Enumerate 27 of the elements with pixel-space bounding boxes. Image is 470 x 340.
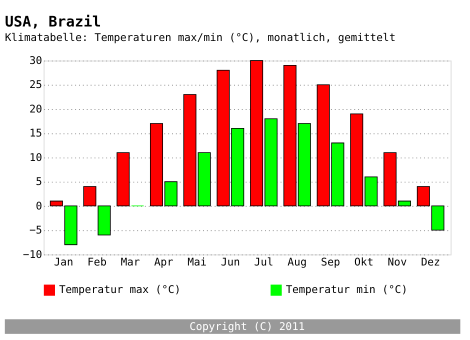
y-tick-label: 0 [36, 199, 42, 212]
x-tick-label: Aug [288, 256, 307, 269]
x-tick-label: Mai [187, 256, 207, 269]
x-tick-label: Jan [54, 256, 74, 269]
chart-title: USA, Brazil [4, 14, 101, 31]
legend-label: Temperatur max (°C) [59, 283, 181, 296]
x-tick-label: Jul [254, 256, 274, 269]
y-tick-label: 10 [29, 150, 42, 164]
y-tick-label: 20 [29, 102, 42, 116]
x-tick-label: Nov [388, 256, 407, 269]
x-tick-label: Mar [120, 256, 140, 269]
x-tick-label: Dez [420, 256, 440, 269]
y-tick-label: 25 [29, 78, 42, 92]
x-tick-label: Feb [87, 256, 107, 269]
x-tick-label: Sep [320, 256, 340, 269]
y-tick-label: −10 [22, 248, 42, 261]
text: Copyright (C) 2011 [189, 320, 305, 333]
x-tick-label: Jun [220, 256, 240, 269]
x-tick-label: Okt [354, 256, 374, 269]
x-tick-label: Apr [154, 256, 174, 269]
legend-label: Temperatur min (°C) [286, 283, 408, 296]
chart-subtitle: Klimatabelle: Temperaturen max/min (°C), monatlich, gemittelt [4, 31, 396, 44]
y-tick-label: 5 [36, 175, 42, 188]
y-tick-label: 15 [29, 126, 42, 140]
y-tick-label: −5 [29, 224, 42, 237]
y-tick-label: 30 [29, 54, 42, 67]
bar [116, 152, 130, 206]
